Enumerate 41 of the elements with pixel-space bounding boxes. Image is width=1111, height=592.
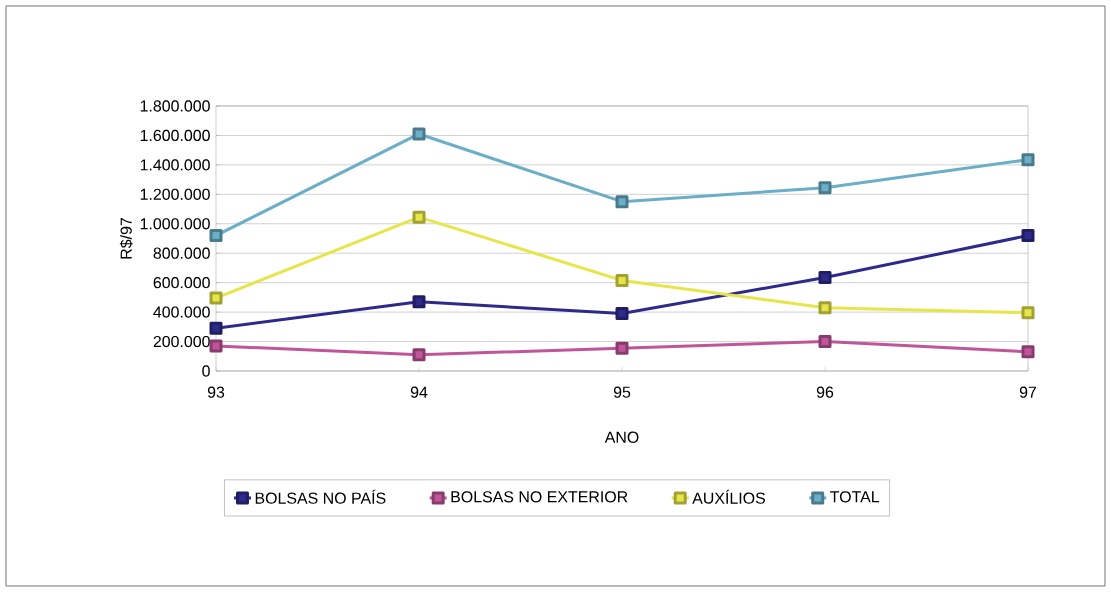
point	[615, 273, 629, 287]
point	[1021, 306, 1035, 320]
point	[209, 339, 223, 353]
legend-label: BOLSAS NO PAÍS	[255, 489, 386, 504]
y-tick-label: 200.000	[153, 335, 210, 348]
point	[615, 307, 629, 321]
y-axis-title: R$/97	[119, 218, 133, 259]
y-tick-label: 1.800.000	[140, 100, 210, 112]
point	[412, 295, 426, 309]
x-tick-label: 93	[207, 386, 225, 398]
x-tick-label: 94	[410, 386, 428, 398]
point	[818, 271, 832, 284]
y-tick-label: 1.600.000	[140, 129, 210, 142]
point	[818, 335, 832, 349]
point	[412, 127, 426, 141]
point	[818, 301, 832, 315]
legend-label: TOTAL	[830, 491, 880, 503]
legend-label: BOLSAS NO EXTERIOR	[451, 491, 628, 503]
point	[615, 341, 629, 355]
x-tick-label: 97	[1019, 386, 1037, 398]
point	[1021, 229, 1035, 243]
y-tick-label: 1.200.000	[140, 188, 210, 200]
y-tick-label: 1.000.000	[140, 218, 210, 230]
point	[818, 181, 832, 195]
x-tick-label: 96	[816, 386, 834, 398]
point	[412, 348, 426, 362]
y-tick-label: 400.000	[153, 306, 210, 318]
point	[1021, 153, 1035, 167]
point	[209, 291, 223, 305]
point	[412, 210, 426, 224]
x-axis-title: ANO	[604, 431, 639, 443]
y-tick-label: 600.000	[153, 277, 210, 289]
y-tick-label: 1.400.000	[140, 159, 210, 171]
point	[209, 229, 223, 243]
legend-label: AUXÍLIOS	[692, 489, 766, 504]
point	[209, 321, 223, 335]
y-tick-label: 0	[202, 365, 210, 377]
point	[615, 195, 629, 209]
y-tick-label: 800.000	[153, 247, 210, 259]
point	[1021, 345, 1035, 359]
x-tick-label: 95	[613, 386, 631, 398]
